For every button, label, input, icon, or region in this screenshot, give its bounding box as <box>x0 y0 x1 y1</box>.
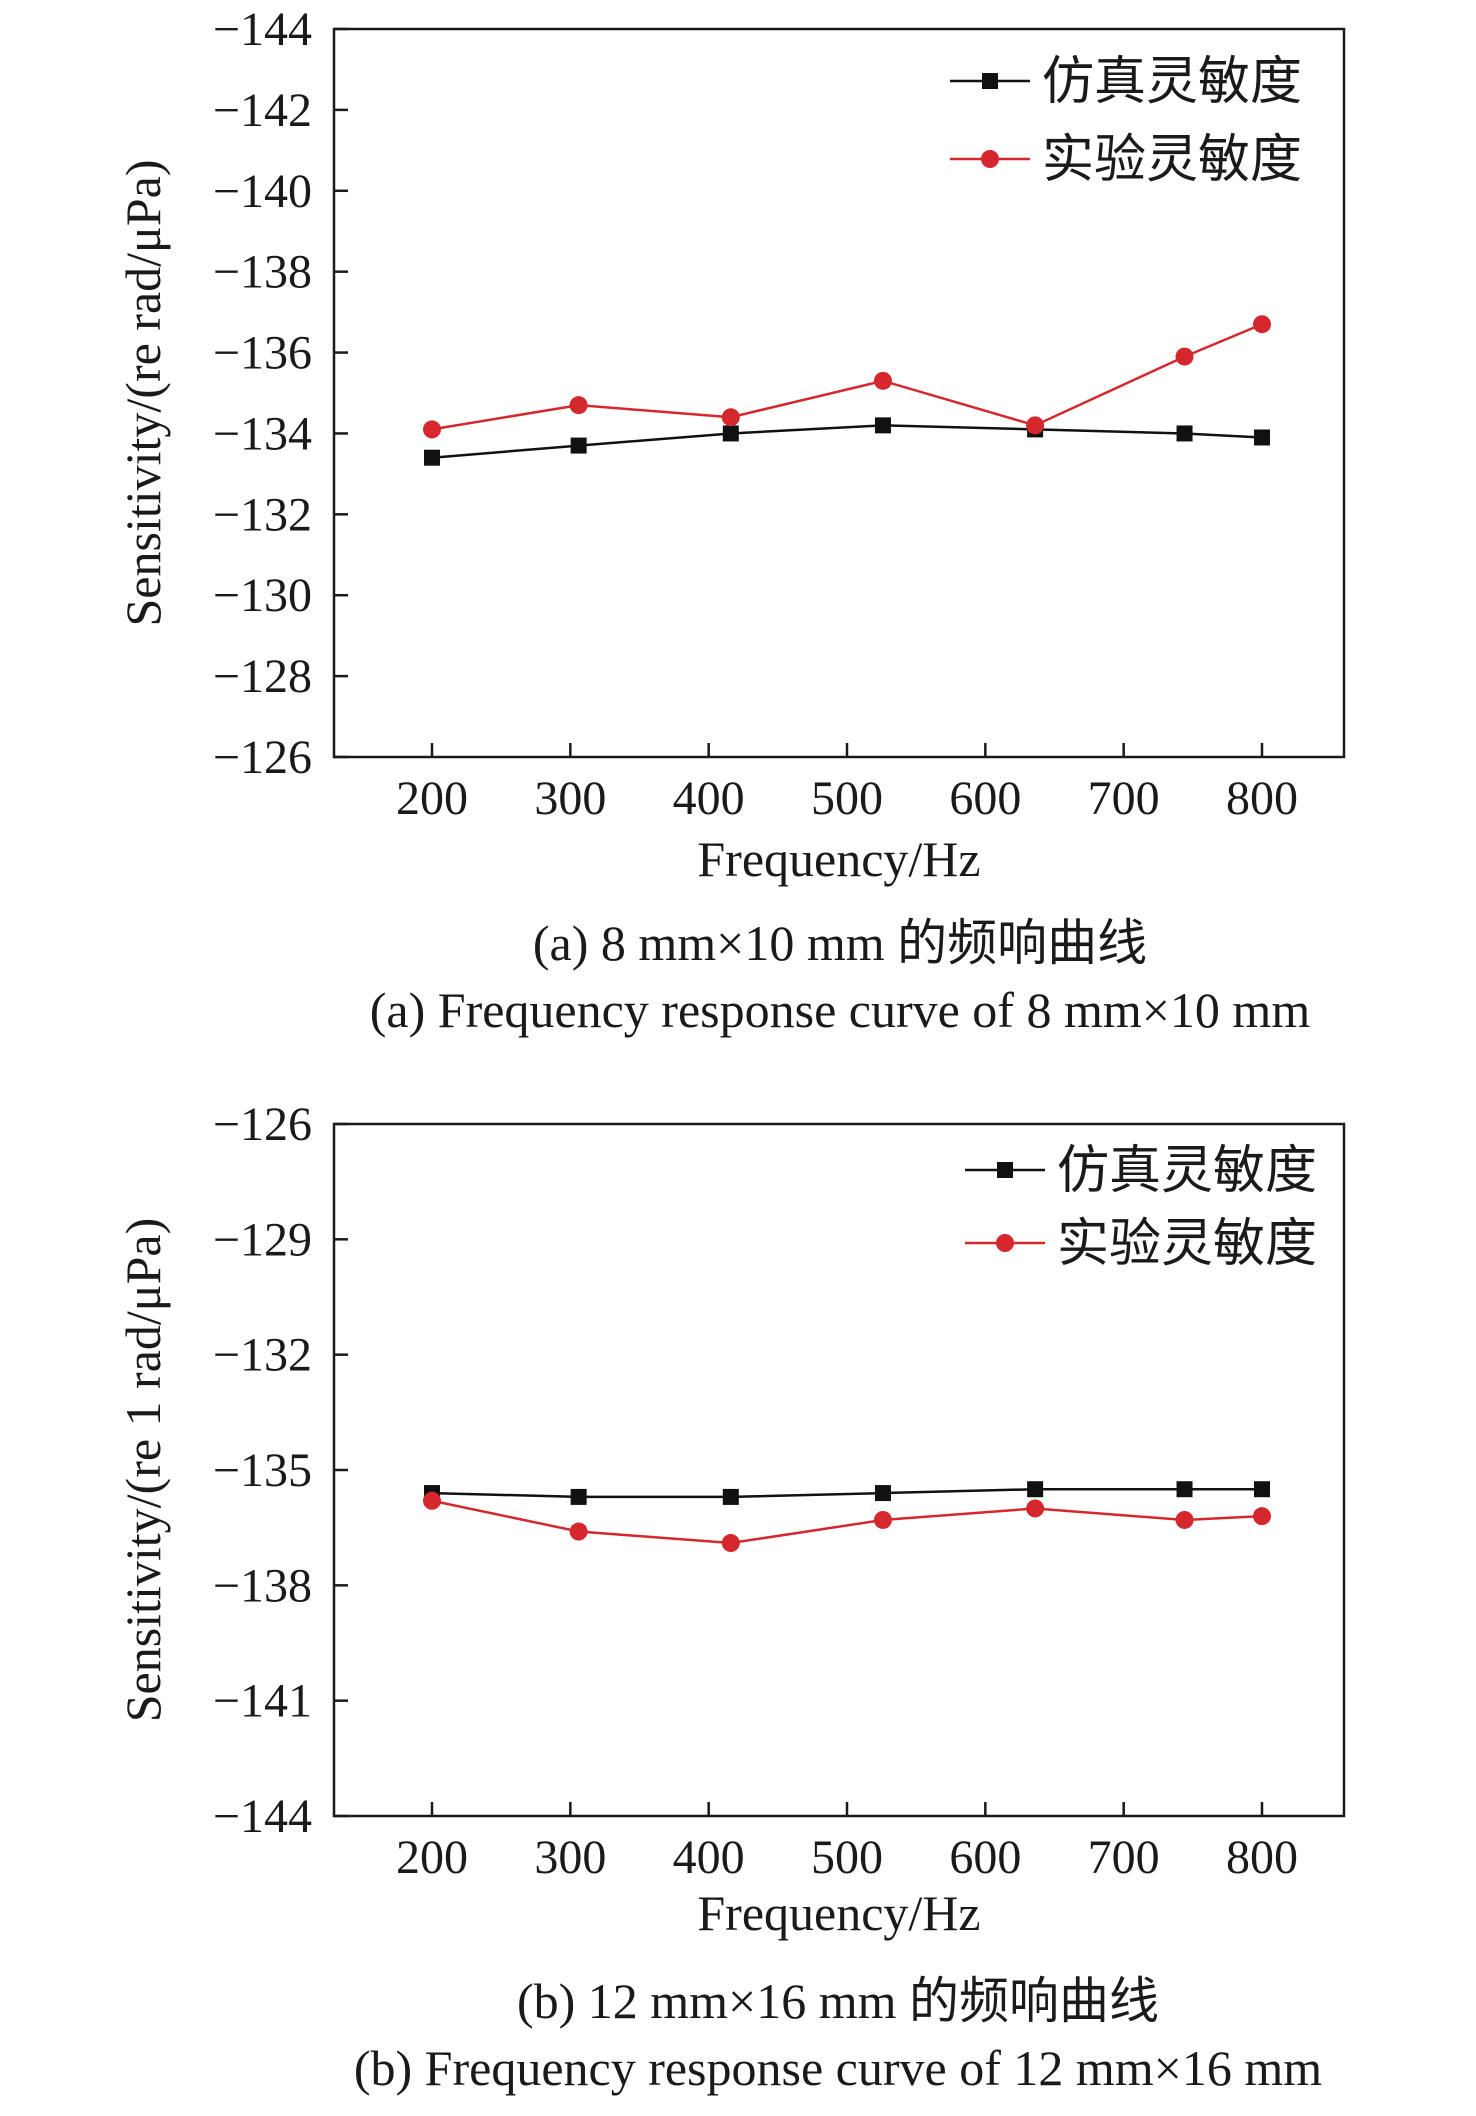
x-axis-title: Frequency/Hz <box>697 1885 980 1941</box>
y-tick-label: −138 <box>213 1559 312 1612</box>
x-tick-label: 500 <box>811 1831 883 1884</box>
y-tick-label: −144 <box>213 1790 312 1843</box>
y-axis-title: Sensitivity/(re rad/μPa) <box>115 160 171 627</box>
y-ticks: −144 −142 −140 −138 −136 −134 −132 −130 −128 −126 <box>213 3 348 784</box>
y-tick-label: −126 <box>213 1098 312 1151</box>
legend-label-1: 实验灵敏度 <box>1057 1216 1317 1273</box>
legend-marker-0 <box>997 1162 1013 1178</box>
legend-label-1: 实验灵敏度 <box>1042 132 1302 189</box>
y-tick-label: −128 <box>213 650 312 703</box>
caption-en: (a) Frequency response curve of 8 mm×10 … <box>370 982 1311 1038</box>
x-ticks: 200 300 400 500 600 700 800 <box>396 1802 1298 1884</box>
x-tick-label: 200 <box>396 772 468 825</box>
x-tick-label: 500 <box>811 772 883 825</box>
chart-panel-a: 200 300 400 500 600 700 800 −144−142−140−138−1… <box>115 3 1346 1038</box>
x-tick-label: 700 <box>1088 1831 1160 1884</box>
data-point <box>873 371 892 390</box>
caption-en: (b) Frequency response curve of 12 mm×16… <box>354 2040 1322 2096</box>
x-tick-label: 400 <box>673 772 745 825</box>
x-tick-label: 300 <box>534 1831 606 1884</box>
data-point <box>874 1485 891 1502</box>
y-tick-label: −126 <box>213 731 312 784</box>
y-tick-label: −130 <box>213 569 312 622</box>
legend-marker-0 <box>982 73 998 89</box>
data-point <box>722 425 739 442</box>
data-point <box>569 1522 588 1541</box>
y-tick-label: −132 <box>213 488 312 541</box>
data-point <box>721 1534 740 1553</box>
series-layer <box>423 1481 1271 1553</box>
y-tick-label: −138 <box>213 246 312 299</box>
y-tick-label: −134 <box>213 407 312 460</box>
x-tick-label: 600 <box>949 772 1021 825</box>
y-tick-label: −132 <box>213 1329 312 1382</box>
data-point <box>570 437 587 454</box>
data-point <box>1026 416 1045 435</box>
x-tick-label: 200 <box>396 1831 468 1884</box>
data-point <box>1026 1499 1045 1518</box>
legend-marker-1 <box>981 150 999 168</box>
plot-frame <box>332 27 1346 759</box>
data-point <box>423 1491 441 1510</box>
data-point <box>569 396 588 415</box>
data-point <box>1253 315 1271 334</box>
x-ticks: 200 300 400 500 600 700 800 <box>396 743 1298 825</box>
data-point <box>1027 1481 1044 1498</box>
y-axis-title: Sensitivity/(re 1 rad/μPa) <box>115 1218 171 1723</box>
data-point <box>423 420 441 439</box>
caption-cn: (a) 8 mm×10 mm 的频响曲线 <box>533 915 1147 971</box>
series-line-0 <box>431 424 1263 459</box>
legend-marker-1 <box>996 1234 1014 1252</box>
y-tick-label: −144 <box>213 3 312 56</box>
data-point <box>1176 1481 1193 1498</box>
data-point <box>1254 429 1270 446</box>
legend-label-0: 仿真灵敏度 <box>1042 54 1302 111</box>
data-point <box>1175 347 1194 366</box>
series-line-1 <box>431 1499 1263 1545</box>
data-point <box>1175 1510 1194 1529</box>
data-point <box>721 408 740 427</box>
x-axis-title: Frequency/Hz <box>697 831 980 887</box>
data-point <box>873 1510 892 1529</box>
y-tick-label: −141 <box>213 1675 312 1728</box>
y-ticks: −126 −129 −132 −135 −138 −141 −144 <box>213 1098 348 1843</box>
x-tick-label: 800 <box>1226 772 1298 825</box>
series-line-0 <box>431 1487 1262 1499</box>
data-point <box>1253 1507 1271 1526</box>
data-point <box>722 1488 739 1505</box>
x-tick-label: 700 <box>1088 772 1160 825</box>
x-tick-label: 600 <box>949 1831 1021 1884</box>
data-point <box>1254 1481 1270 1498</box>
series-line-1 <box>431 323 1263 431</box>
y-tick-label: −142 <box>213 84 312 137</box>
data-point <box>874 417 891 434</box>
x-tick-label: 800 <box>1226 1831 1298 1884</box>
series-layer <box>423 315 1271 466</box>
chart-panel-b: 200 300 400 500 600 700 800 −126−129−132−135−1… <box>115 1098 1346 2096</box>
y-tick-label: −129 <box>213 1213 312 1266</box>
data-point <box>570 1488 587 1505</box>
legend-label-0: 仿真灵敏度 <box>1057 1143 1317 1200</box>
caption-cn: (b) 12 mm×16 mm 的频响曲线 <box>517 1973 1159 2029</box>
data-point <box>1176 425 1193 442</box>
y-tick-label: −135 <box>213 1444 312 1497</box>
x-tick-label: 300 <box>534 772 606 825</box>
y-tick-label: −136 <box>213 327 312 380</box>
y-tick-label: −140 <box>213 165 312 218</box>
x-tick-label: 400 <box>673 1831 745 1884</box>
data-point <box>424 449 440 466</box>
